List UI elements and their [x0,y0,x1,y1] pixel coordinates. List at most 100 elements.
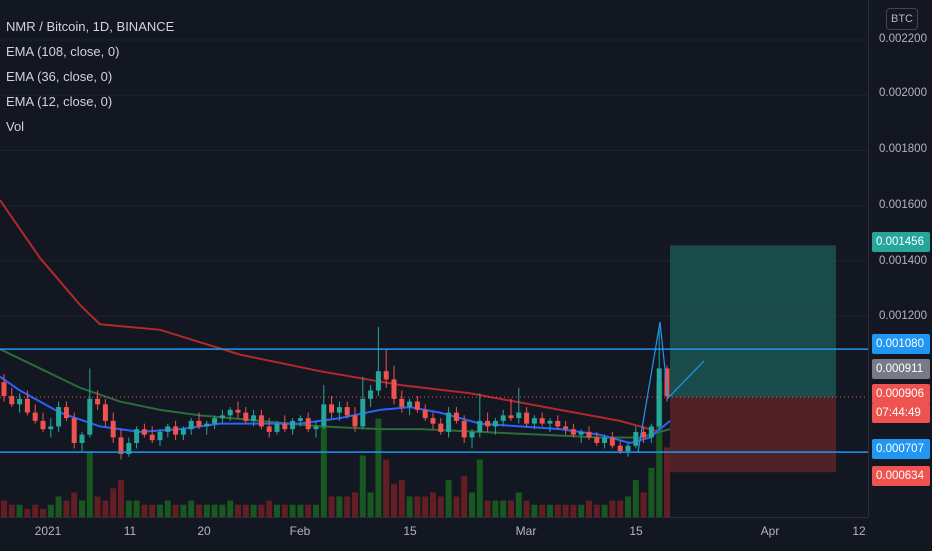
candle-body [477,420,483,432]
candle-body [485,420,491,427]
candle-body [266,426,272,432]
volume-bar [79,500,85,517]
last-price-label: 0.000911 [872,359,930,379]
candle-body [633,431,639,446]
candle-body [32,412,38,421]
volume-bar [227,500,234,517]
candle-body [344,407,350,416]
legend-ema108[interactable]: EMA (108, close, 0) [6,44,120,59]
candle-body [656,368,662,427]
legend-ema12[interactable]: EMA (12, close, 0) [6,94,113,109]
time-tick: 20 [197,524,211,538]
time-axis[interactable]: 2021 11 20 Feb 15 Mar 15 Apr 12 [0,517,868,551]
volume-bar [601,504,608,517]
candle-body [368,390,374,399]
volume-bar [219,504,226,517]
candle-body [492,420,498,427]
candle-body [383,371,389,380]
candle-body [594,437,600,443]
volume-bar [352,492,358,517]
price-tick: 0.001600 [879,199,927,211]
time-tick: 2021 [34,524,62,538]
price-axis[interactable]: 0.002200 0.002000 0.001800 0.001600 0.00… [868,0,932,517]
volume-bar [1,500,7,517]
volume-bar [523,500,530,517]
candle-body [165,426,171,432]
volume-bar [593,504,600,517]
candle-body [617,445,623,452]
candle-body [141,429,147,435]
candle-body [321,404,327,427]
volume-bar [554,504,561,517]
volume-bar [617,500,624,517]
volume-bar [445,480,452,517]
volume-bar [16,504,23,517]
volume-bar [242,504,249,517]
currency-button[interactable]: BTC [886,8,918,30]
candle-body [102,404,108,421]
legend-volume[interactable]: Vol [6,119,25,134]
candle-body [126,442,132,454]
volume-bar [94,496,101,517]
support-price-label: 0.000707 [872,439,930,459]
candle-body [173,426,179,435]
candle-body [539,418,545,424]
volume-bar [133,500,140,517]
candle-body [578,431,584,435]
candle-body [531,418,537,424]
pattern-drawing [637,321,705,453]
candle-body [570,429,576,435]
volume-bar [547,504,553,517]
volume-bar [406,496,413,517]
price-tick: 0.001400 [879,255,927,267]
volume-bar [367,492,374,517]
chart-pane[interactable]: NMR / Bitcoin, 1D, BINANCE EMA (108, clo… [0,0,868,517]
legend-ema36[interactable]: EMA (36, close, 0) [6,69,113,84]
volume-bar [398,480,405,517]
candle-body [602,437,608,443]
candle-body [17,398,23,405]
volume-bar [235,504,241,517]
candle-body [63,407,69,419]
candle-body [438,423,444,432]
candle-body [399,398,405,408]
candle-body [508,415,514,419]
volume-bar [664,447,670,517]
volume-bar [172,504,179,517]
candle-body [48,426,54,430]
volume-bar [336,496,343,517]
volume-bar [266,500,273,517]
volume-bar [32,504,39,517]
candle-body [547,420,553,424]
candle-body [95,398,101,405]
time-tick: Feb [289,524,311,538]
price-tick: 0.002200 [879,33,927,45]
price-tick: 0.002000 [879,87,927,99]
candle-body [79,434,85,443]
bar-countdown: 07:44:49 [872,403,930,423]
volume-bar [461,476,468,517]
price-chart[interactable] [0,0,868,517]
candle-body [251,415,257,421]
time-tick: 15 [403,524,417,538]
volume-bar [484,500,491,517]
volume-bar [141,504,148,517]
candle-body [430,418,436,424]
symbol-title[interactable]: NMR / Bitcoin, 1D, BINANCE [6,19,175,34]
volume-bar [297,504,304,517]
resistance-price-label: 0.001080 [872,334,930,354]
volume-bar [508,500,514,517]
candle-body [219,415,225,419]
candle-body [282,423,288,430]
volume-bar [515,492,522,517]
candle-body [212,418,218,424]
volume-bar [414,496,421,517]
volume-bar [274,504,280,517]
volume-bar [180,504,187,517]
candle-body [235,409,241,413]
volume-bar [531,504,538,517]
volume-bar [344,496,351,517]
volume-bar [375,418,382,517]
candle-body [305,418,311,430]
candle-body [469,431,475,438]
